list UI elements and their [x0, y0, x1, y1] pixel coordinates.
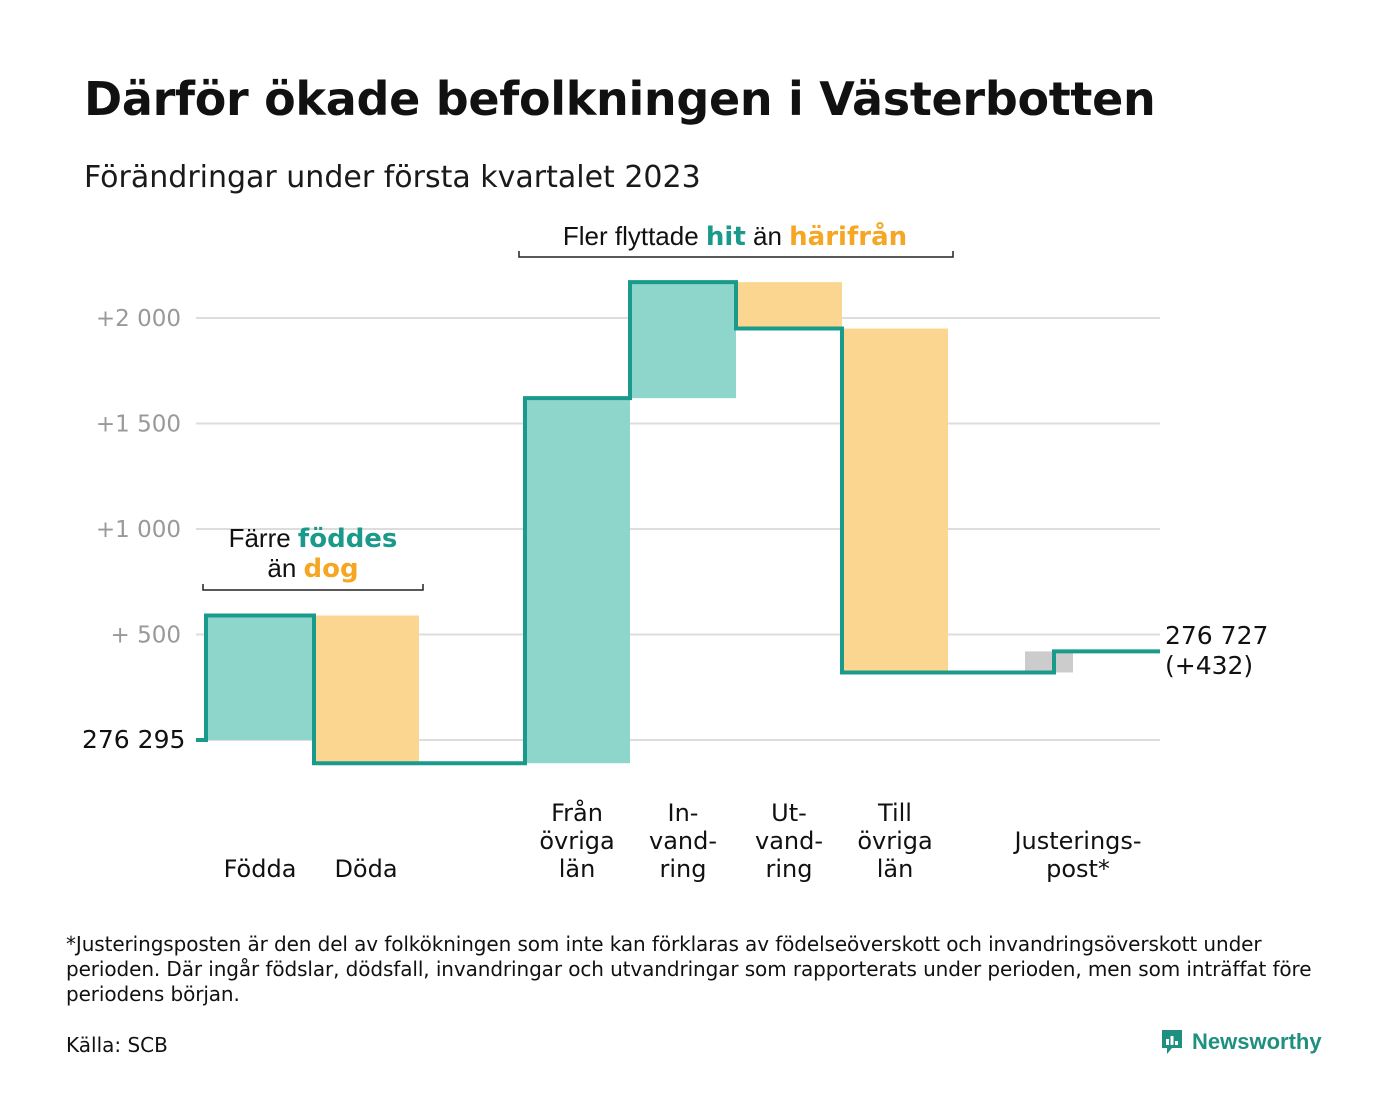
waterfall-bar: [313, 615, 419, 764]
annotation-births-line1: Färre föddes: [229, 523, 398, 554]
x-category-label: Justerings-post*: [1012, 827, 1141, 883]
step-line: [196, 280, 1160, 766]
y-tick-label: +1 500: [96, 412, 181, 438]
waterfall-chart: +2 000 +1 500 +1 000 + 500 Födda Döda Från övri…: [82, 220, 1268, 883]
x-category-label: Födda: [224, 855, 297, 883]
end-value-label: 276 727: [1165, 621, 1268, 650]
waterfall-bar: [842, 328, 948, 673]
source-credit: Källa: SCB: [66, 1033, 168, 1057]
newsworthy-logo-icon: [1162, 1030, 1182, 1054]
start-value-label: 276 295: [82, 725, 185, 754]
chart-title: Därför ökade befolkningen i Västerbotten: [84, 72, 1156, 126]
x-category-label: Till övriga län: [857, 799, 932, 883]
annotation-bracket-migration: [518, 251, 954, 258]
waterfall-bar: [630, 282, 736, 399]
x-category-label: Från övriga län: [539, 798, 614, 883]
x-category-label: Döda: [334, 855, 397, 883]
waterfall-bar: [207, 615, 313, 740]
annotation-births-line2: än dog: [267, 553, 358, 584]
y-tick-label: +1 000: [96, 517, 181, 543]
waterfall-bar: [1025, 651, 1073, 673]
annotation-migration: Fler flyttade hit än härifrån: [563, 220, 907, 252]
waterfall-bar: [736, 282, 842, 329]
brand-logo[interactable]: Newsworthy: [1160, 1028, 1322, 1056]
waterfall-bar: [524, 398, 630, 764]
annotation-bracket-births: [202, 584, 424, 591]
end-change-label: (+432): [1165, 651, 1253, 680]
brand-name: Newsworthy: [1192, 1029, 1322, 1054]
footnote: *Justeringsposten är den del av folkökni…: [66, 932, 1312, 1006]
x-category-label: In-vand-ring: [649, 799, 717, 883]
y-tick-label: + 500: [111, 623, 181, 649]
y-tick-label: +2 000: [96, 306, 181, 332]
x-category-label: Ut-vand-ring: [755, 799, 823, 883]
chart-subtitle: Förändringar under första kvartalet 2023: [84, 160, 701, 195]
